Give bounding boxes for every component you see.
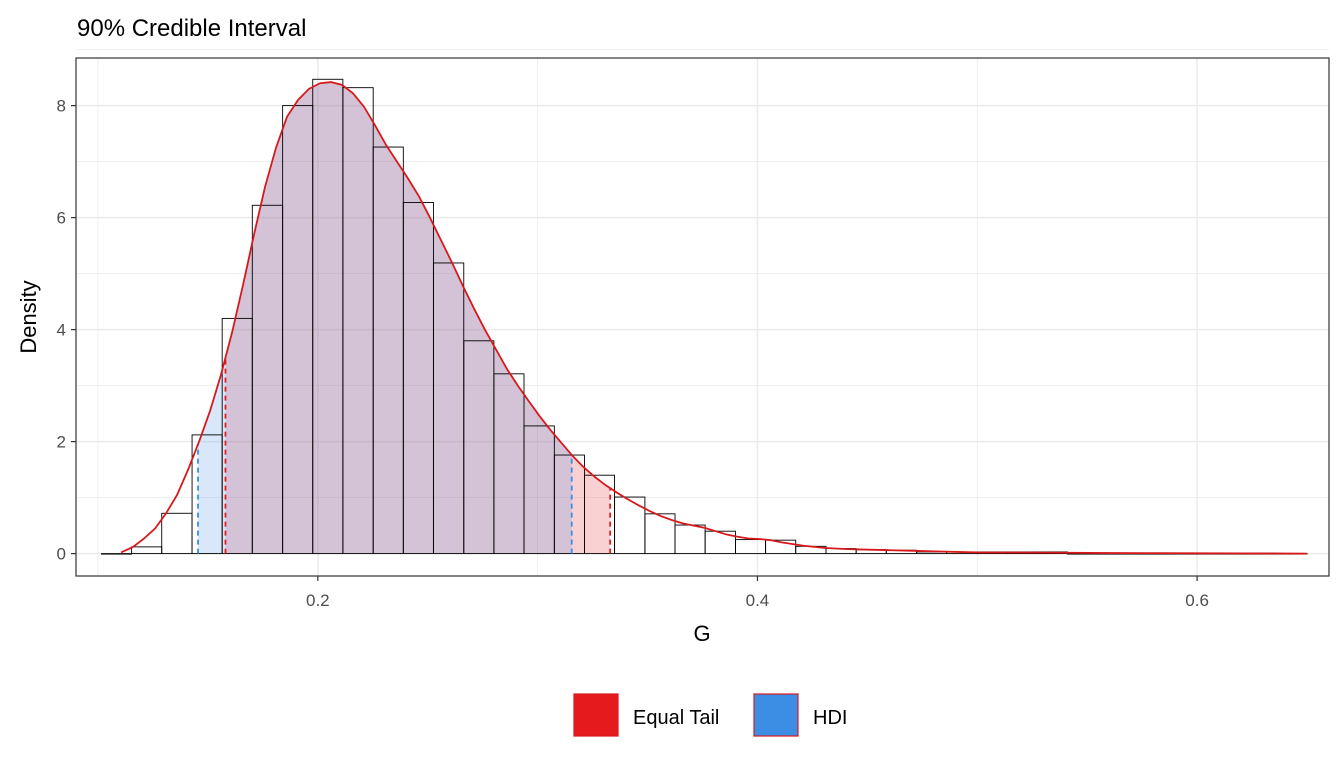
- legend-label-hdi: HDI: [813, 707, 847, 729]
- density-curve: [120, 81, 1308, 555]
- y-tick-label: 0: [57, 545, 66, 564]
- histogram-bars: [101, 78, 1308, 555]
- histogram-bar: [674, 524, 706, 555]
- legend-swatch-hdi: [753, 693, 799, 737]
- x-axis-title: G: [693, 621, 710, 646]
- panel-border: [75, 57, 1330, 577]
- y-axis-title: Density: [16, 280, 41, 353]
- histogram-bar: [735, 539, 767, 555]
- density-curve-layer: [120, 81, 1308, 555]
- x-axis-ticks: 0.2 0.4 0.6: [306, 576, 1209, 610]
- y-tick-label: 2: [57, 433, 66, 452]
- interval-boundary-lines: [197, 357, 612, 554]
- y-tick-label: 8: [57, 97, 66, 116]
- x-tick-label: 0.2: [306, 591, 330, 610]
- y-axis-ticks: 0 2 4 6 8: [57, 97, 76, 564]
- x-tick-label: 0.4: [746, 591, 770, 610]
- histogram-bar: [131, 546, 163, 555]
- x-tick-label: 0.6: [1185, 591, 1209, 610]
- legend-swatch-equal-tail: [573, 693, 619, 737]
- legend-label-equal-tail: Equal Tail: [633, 707, 719, 729]
- hdi-area: [198, 82, 572, 554]
- legend: Equal Tail HDI: [573, 693, 847, 737]
- interval-fills: [198, 82, 611, 554]
- y-tick-label: 4: [57, 321, 66, 340]
- equal-tail-area: [225, 82, 611, 554]
- histogram-bar: [161, 512, 193, 555]
- chart-title: 90% Credible Interval: [77, 15, 306, 42]
- y-tick-label: 6: [57, 209, 66, 228]
- histogram-bar: [101, 553, 133, 555]
